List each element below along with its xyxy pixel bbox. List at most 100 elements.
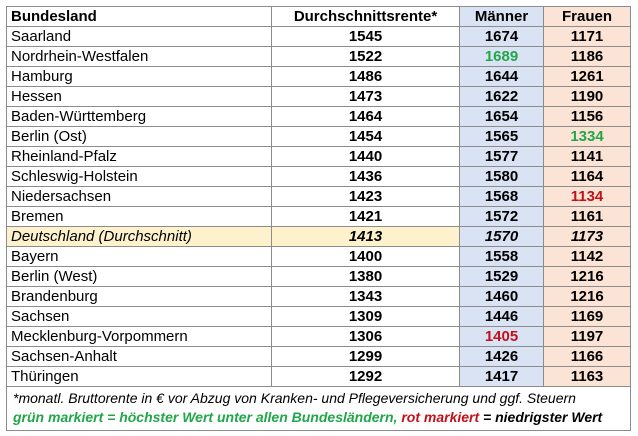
- state-name: Saarland: [6, 26, 272, 47]
- average-value: 1309: [271, 306, 460, 327]
- women-value: 1261: [543, 66, 631, 87]
- pension-table-container: Bundesland Durchschnittsrente* Männer Fr…: [6, 6, 631, 431]
- average-value: 1440: [271, 146, 460, 167]
- state-name: Berlin (Ost): [6, 126, 272, 147]
- average-value: 1473: [271, 86, 460, 107]
- table-row: Sachsen-Anhalt 1299 1426 1166: [6, 346, 631, 367]
- average-value: 1464: [271, 106, 460, 127]
- women-value-highest: 1334: [543, 126, 631, 147]
- average-value: 1413: [271, 226, 460, 247]
- table-row: Baden-Württemberg 1464 1654 1156: [6, 106, 631, 127]
- average-value: 1486: [271, 66, 460, 87]
- table-row: Sachsen 1309 1446 1169: [6, 306, 631, 327]
- women-value: 1186: [543, 46, 631, 67]
- women-value: 1197: [543, 326, 631, 347]
- color-legend: grün markiert = höchster Wert unter alle…: [13, 408, 624, 427]
- men-value: 1460: [459, 286, 544, 307]
- table-row: Niedersachsen 1423 1568 1134: [6, 186, 631, 207]
- state-name: Sachsen: [6, 306, 272, 327]
- women-value: 1142: [543, 246, 631, 267]
- legend-red: rot markiert: [401, 409, 480, 425]
- women-value: 1173: [543, 226, 631, 247]
- table-row: Rheinland-Pfalz 1440 1577 1141: [6, 146, 631, 167]
- state-name: Brandenburg: [6, 286, 272, 307]
- state-name: Thüringen: [6, 366, 272, 387]
- average-value: 1306: [271, 326, 460, 347]
- average-value: 1421: [271, 206, 460, 227]
- average-value: 1400: [271, 246, 460, 267]
- state-name: Deutschland (Durchschnitt): [6, 226, 272, 247]
- state-name: Bremen: [6, 206, 272, 227]
- women-value: 1141: [543, 146, 631, 167]
- men-value-lowest: 1405: [459, 326, 544, 347]
- average-value: 1545: [271, 26, 460, 47]
- men-value: 1426: [459, 346, 544, 367]
- state-name: Sachsen-Anhalt: [6, 346, 272, 367]
- women-value: 1216: [543, 286, 631, 307]
- state-name: Schleswig-Holstein: [6, 166, 272, 187]
- state-name: Nordrhein-Westfalen: [6, 46, 272, 67]
- average-value: 1423: [271, 186, 460, 207]
- table-row: Bremen 1421 1572 1161: [6, 206, 631, 227]
- average-value: 1292: [271, 366, 460, 387]
- legend-red-rest: = niedrigster Wert: [483, 409, 603, 425]
- state-name: Mecklenburg-Vorpommern: [6, 326, 272, 347]
- men-value: 1622: [459, 86, 544, 107]
- men-value-highest: 1689: [459, 46, 544, 67]
- men-value: 1674: [459, 26, 544, 47]
- pension-table: Bundesland Durchschnittsrente* Männer Fr…: [6, 6, 631, 431]
- men-value: 1446: [459, 306, 544, 327]
- average-value: 1299: [271, 346, 460, 367]
- women-value: 1190: [543, 86, 631, 107]
- state-name: Hessen: [6, 86, 272, 107]
- header-row: Bundesland Durchschnittsrente* Männer Fr…: [6, 6, 631, 27]
- state-name: Baden-Württemberg: [6, 106, 272, 127]
- average-value: 1522: [271, 46, 460, 67]
- footnote-row: *monatl. Bruttorente in € vor Abzug von …: [6, 386, 631, 431]
- men-value: 1417: [459, 366, 544, 387]
- women-value: 1164: [543, 166, 631, 187]
- table-row: Brandenburg 1343 1460 1216: [6, 286, 631, 307]
- header-women: Frauen: [543, 6, 631, 27]
- table-row: Bayern 1400 1558 1142: [6, 246, 631, 267]
- men-value: 1577: [459, 146, 544, 167]
- women-value: 1216: [543, 266, 631, 287]
- men-value: 1529: [459, 266, 544, 287]
- table-row: Berlin (West) 1380 1529 1216: [6, 266, 631, 287]
- average-value: 1343: [271, 286, 460, 307]
- footnote-cell: *monatl. Bruttorente in € vor Abzug von …: [6, 386, 631, 431]
- men-value: 1572: [459, 206, 544, 227]
- men-value: 1570: [459, 226, 544, 247]
- women-value-lowest: 1134: [543, 186, 631, 207]
- women-value: 1163: [543, 366, 631, 387]
- state-name: Niedersachsen: [6, 186, 272, 207]
- state-name: Hamburg: [6, 66, 272, 87]
- men-value: 1580: [459, 166, 544, 187]
- table-row: Nordrhein-Westfalen 1522 1689 1186: [6, 46, 631, 67]
- women-value: 1161: [543, 206, 631, 227]
- table-row: Berlin (Ost) 1454 1565 1334: [6, 126, 631, 147]
- average-value: 1380: [271, 266, 460, 287]
- women-value: 1169: [543, 306, 631, 327]
- state-name: Berlin (West): [6, 266, 272, 287]
- men-value: 1654: [459, 106, 544, 127]
- table-row: Schleswig-Holstein 1436 1580 1164: [6, 166, 631, 187]
- women-value: 1166: [543, 346, 631, 367]
- men-value: 1565: [459, 126, 544, 147]
- footnote-text: *monatl. Bruttorente in € vor Abzug von …: [13, 390, 576, 406]
- women-value: 1156: [543, 106, 631, 127]
- state-name: Rheinland-Pfalz: [6, 146, 272, 167]
- table-row: Mecklenburg-Vorpommern 1306 1405 1197: [6, 326, 631, 347]
- header-state: Bundesland: [6, 6, 272, 27]
- table-row: Thüringen 1292 1417 1163: [6, 366, 631, 387]
- table-row: Saarland 1545 1674 1171: [6, 26, 631, 47]
- men-value: 1644: [459, 66, 544, 87]
- men-value: 1568: [459, 186, 544, 207]
- header-average: Durchschnittsrente*: [271, 6, 460, 27]
- state-name: Bayern: [6, 246, 272, 267]
- table-row-national-average: Deutschland (Durchschnitt) 1413 1570 117…: [6, 226, 631, 247]
- legend-green: grün markiert = höchster Wert unter alle…: [13, 409, 398, 425]
- average-value: 1454: [271, 126, 460, 147]
- header-men: Männer: [459, 6, 544, 27]
- table-row: Hessen 1473 1622 1190: [6, 86, 631, 107]
